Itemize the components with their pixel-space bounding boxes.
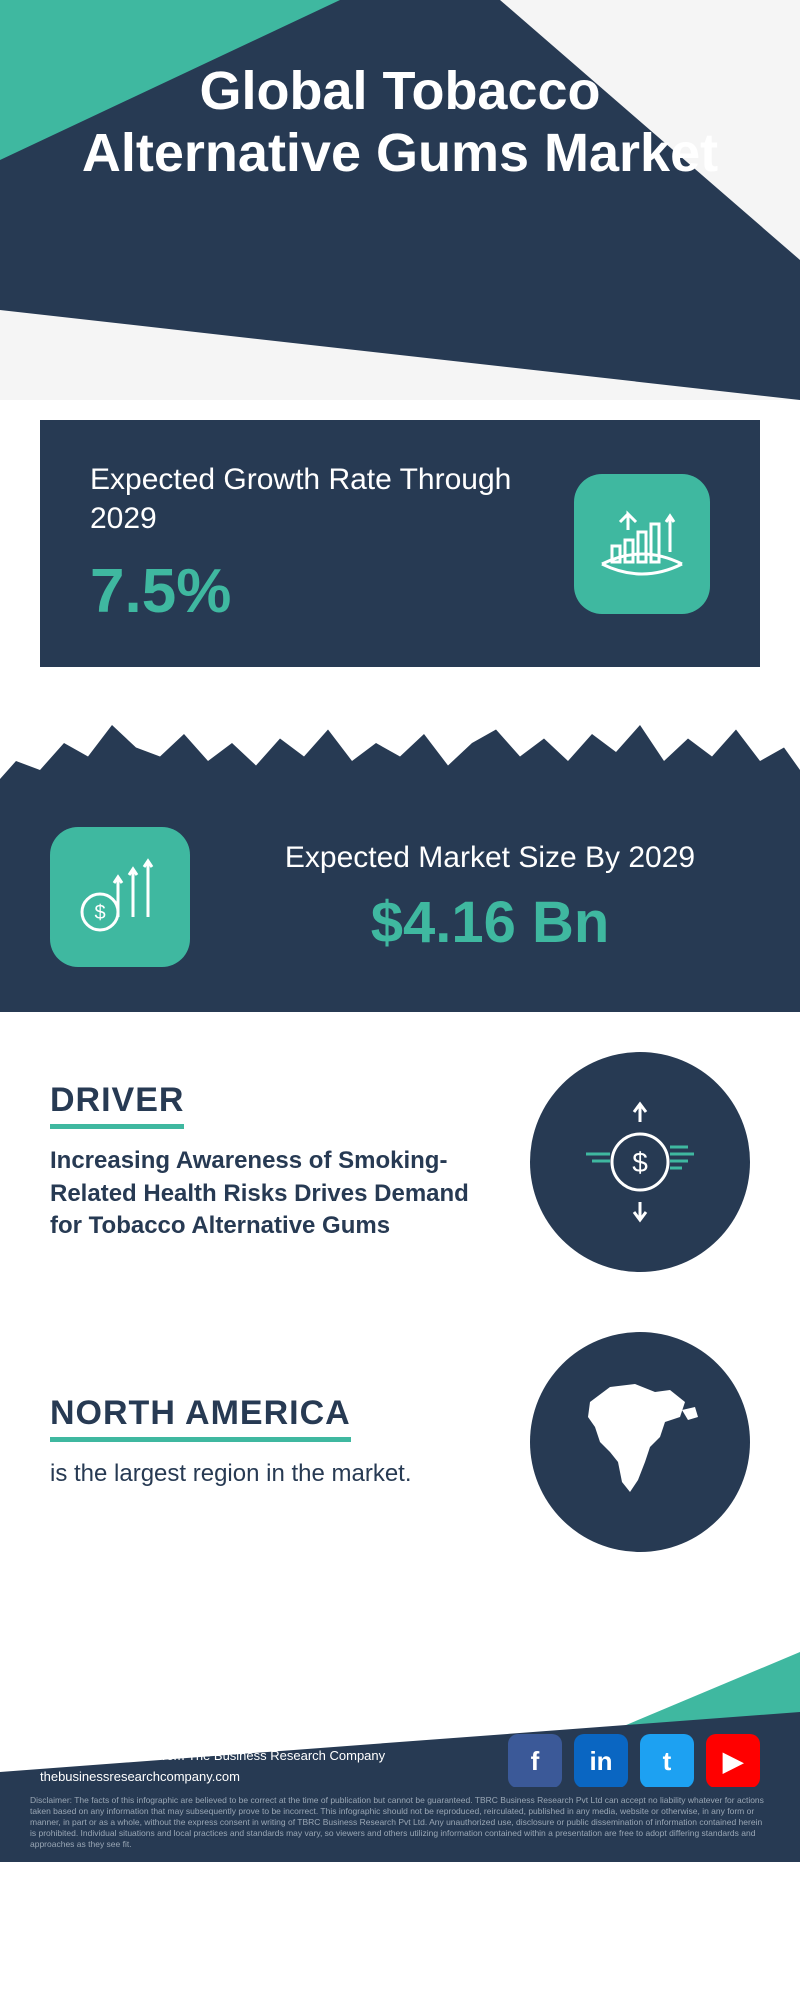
market-size-value: $4.16 Bn: [230, 889, 750, 956]
market-size-label: Expected Market Size By 2029: [230, 838, 750, 877]
market-size-text: Expected Market Size By 2029 $4.16 Bn: [230, 838, 750, 956]
growth-rate-text: Expected Growth Rate Through 2029 7.5%: [90, 460, 574, 627]
north-america-map-icon: [530, 1332, 750, 1552]
source-text: Information sourced from The Business Re…: [40, 1746, 385, 1788]
growth-chart-icon: [574, 474, 710, 614]
region-row: NORTH AMERICA is the largest region in t…: [0, 1292, 800, 1572]
svg-text:$: $: [632, 1147, 648, 1178]
market-size-panel: $ Expected Market Size By 2029 $4.16 Bn: [0, 797, 800, 1012]
region-heading: NORTH AMERICA: [50, 1394, 351, 1442]
region-body: is the largest region in the market.: [50, 1458, 470, 1490]
dollar-cycle-icon: $: [530, 1052, 750, 1272]
market-size-section: $ Expected Market Size By 2029 $4.16 Bn: [0, 707, 800, 1012]
header: Global Tobacco Alternative Gums Market: [0, 0, 800, 400]
growth-rate-label: Expected Growth Rate Through 2029: [90, 460, 574, 538]
growth-rate-panel: Expected Growth Rate Through 2029 7.5%: [40, 420, 760, 667]
region-text: NORTH AMERICA is the largest region in t…: [50, 1394, 500, 1490]
dollar-arrows-icon: $: [50, 827, 190, 967]
facebook-icon[interactable]: f: [508, 1734, 562, 1788]
svg-text:$: $: [94, 902, 105, 924]
footer: Information sourced from The Business Re…: [0, 1602, 800, 1862]
twitter-icon[interactable]: t: [640, 1734, 694, 1788]
growth-rate-value: 7.5%: [90, 556, 574, 627]
linkedin-icon[interactable]: in: [574, 1734, 628, 1788]
disclaimer-text: Disclaimer: The facts of this infographi…: [0, 1787, 800, 1862]
skyline-silhouette: [0, 707, 800, 797]
social-icons: f in t ▶: [508, 1734, 760, 1788]
driver-row: DRIVER Increasing Awareness of Smoking-R…: [0, 1012, 800, 1292]
youtube-icon[interactable]: ▶: [706, 1734, 760, 1788]
driver-heading: DRIVER: [50, 1081, 184, 1129]
page-title: Global Tobacco Alternative Gums Market: [0, 60, 800, 184]
driver-text: DRIVER Increasing Awareness of Smoking-R…: [50, 1081, 500, 1242]
footer-content: Information sourced from The Business Re…: [40, 1734, 760, 1788]
source-line2: thebusinessresearchcompany.com: [40, 1767, 385, 1788]
driver-body: Increasing Awareness of Smoking-Related …: [50, 1145, 470, 1242]
triangle-bottom-left: [0, 310, 800, 400]
source-line1: Information sourced from The Business Re…: [40, 1746, 385, 1767]
